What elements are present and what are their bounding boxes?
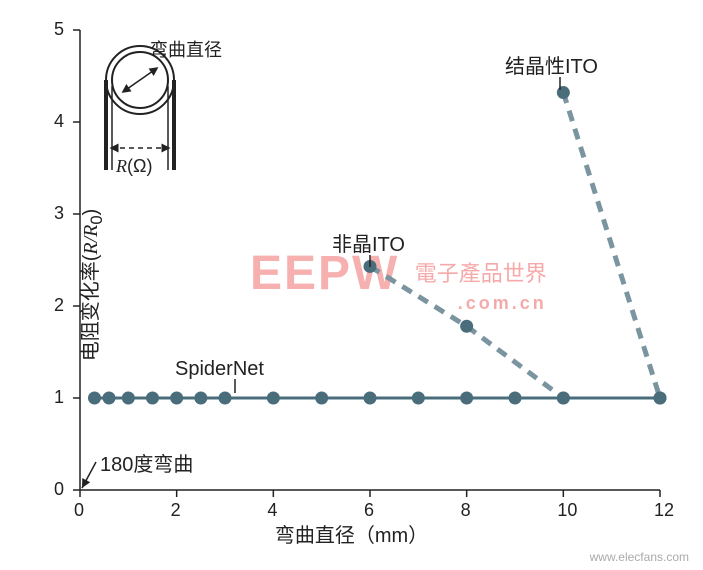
x-tick-label: 10	[557, 500, 577, 521]
y-tick-label: 1	[54, 387, 64, 408]
x-tick-label: 2	[171, 500, 181, 521]
chart-container: { "chart": { "type": "line", "plot": { "…	[0, 0, 703, 570]
series-label-crystalline: 结晶性ITO	[505, 50, 598, 79]
y-tick-label: 0	[54, 479, 64, 500]
x-tick-label: 8	[461, 500, 471, 521]
inset-resistance-label: R(Ω)	[116, 156, 152, 177]
inset-title: 弯曲直径	[150, 36, 222, 62]
y-tick-label: 3	[54, 203, 64, 224]
x-tick-label: 0	[74, 500, 84, 521]
x-axis-label: 弯曲直径（mm）	[275, 519, 428, 548]
elecfans-watermark: www.elecfans.com	[590, 550, 689, 564]
y-tick-label: 5	[54, 19, 64, 40]
y-tick-label: 2	[54, 295, 64, 316]
series-label-amorphous: 非晶ITO	[332, 228, 405, 257]
x-tick-label: 12	[654, 500, 674, 521]
y-tick-label: 4	[54, 111, 64, 132]
series-label-spidernet: SpiderNet	[175, 358, 264, 381]
x-tick-label: 6	[364, 500, 374, 521]
zero-bend-label: 180度弯曲	[100, 448, 193, 477]
y-axis-label: 电阻变化率(R/R0)	[74, 209, 107, 362]
x-tick-label: 4	[267, 500, 277, 521]
